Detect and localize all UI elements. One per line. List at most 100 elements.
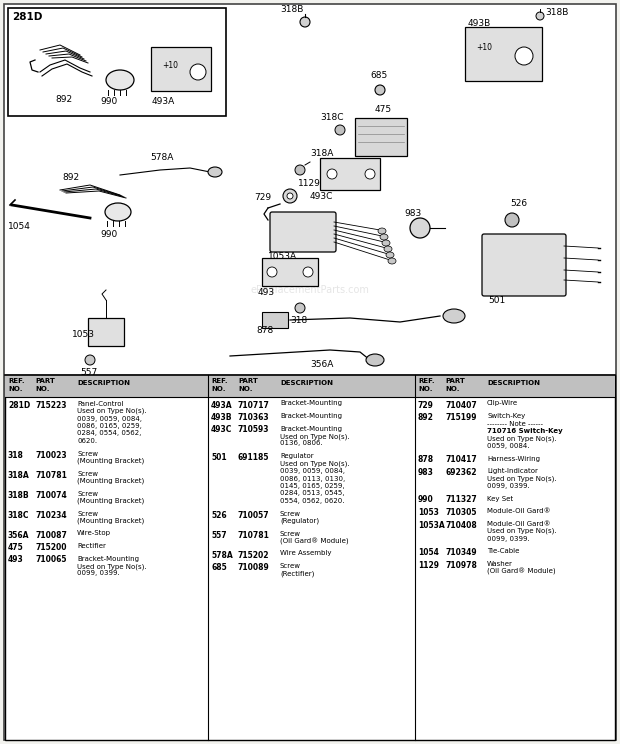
Text: 711327: 711327 — [445, 496, 477, 504]
Text: Used on Type No(s).: Used on Type No(s). — [77, 408, 146, 414]
Text: 557: 557 — [211, 530, 227, 539]
Circle shape — [505, 213, 519, 227]
Text: 710407: 710407 — [445, 400, 477, 409]
Text: 710717: 710717 — [238, 400, 270, 409]
Text: 710065: 710065 — [35, 556, 66, 565]
Ellipse shape — [443, 309, 465, 323]
Text: 356A: 356A — [310, 360, 334, 369]
Ellipse shape — [382, 240, 390, 246]
Ellipse shape — [106, 70, 134, 90]
Text: (Regulator): (Regulator) — [280, 518, 319, 525]
Text: 493: 493 — [8, 556, 24, 565]
Ellipse shape — [105, 203, 131, 221]
Text: (Rectifier): (Rectifier) — [280, 571, 314, 577]
Text: 501: 501 — [488, 296, 505, 305]
Text: 878: 878 — [418, 455, 434, 464]
Text: 983: 983 — [418, 468, 434, 477]
Text: 501: 501 — [211, 453, 227, 462]
Bar — [5, 375, 615, 740]
Text: NO.: NO. — [445, 386, 459, 392]
Text: 493C: 493C — [211, 426, 232, 434]
Text: 281D: 281D — [12, 12, 42, 22]
Text: 475: 475 — [8, 543, 24, 552]
Text: +10: +10 — [162, 60, 178, 69]
Circle shape — [375, 85, 385, 95]
Text: PART: PART — [35, 378, 55, 384]
Text: (Mounting Bracket): (Mounting Bracket) — [77, 498, 144, 504]
Text: Screw: Screw — [77, 470, 98, 476]
Text: (Mounting Bracket): (Mounting Bracket) — [77, 518, 144, 525]
Text: Panel-Control: Panel-Control — [77, 400, 123, 406]
Text: 1053: 1053 — [418, 508, 439, 517]
Text: Clip-Wire: Clip-Wire — [487, 400, 518, 406]
Text: Screw: Screw — [77, 451, 98, 457]
Text: 318A: 318A — [310, 149, 334, 158]
Text: Used on Type No(s).: Used on Type No(s). — [280, 461, 350, 467]
Text: Used on Type No(s).: Used on Type No(s). — [77, 563, 146, 569]
Text: Screw: Screw — [280, 530, 301, 536]
Text: 1054: 1054 — [418, 548, 439, 557]
Text: 710089: 710089 — [238, 563, 270, 572]
Text: 715200: 715200 — [35, 543, 66, 552]
Text: 1053: 1053 — [72, 330, 95, 339]
Text: 729: 729 — [418, 400, 434, 409]
Text: REF.: REF. — [418, 378, 435, 384]
Text: 493A: 493A — [211, 400, 232, 409]
Text: 685: 685 — [211, 563, 227, 572]
Ellipse shape — [366, 354, 384, 366]
Text: 878: 878 — [256, 326, 273, 335]
Text: Wire-Stop: Wire-Stop — [77, 530, 111, 536]
Bar — [320, 158, 380, 190]
Text: 493B: 493B — [211, 413, 232, 422]
FancyBboxPatch shape — [151, 47, 211, 91]
Text: (Oil Gard® Module): (Oil Gard® Module) — [280, 538, 348, 545]
Text: Bracket-Mounting: Bracket-Mounting — [280, 413, 342, 419]
Text: 493C: 493C — [310, 192, 334, 201]
Text: 710417: 710417 — [445, 455, 477, 464]
Circle shape — [300, 17, 310, 27]
Text: 715223: 715223 — [35, 400, 66, 409]
Text: 685: 685 — [370, 71, 388, 80]
Ellipse shape — [388, 258, 396, 264]
Text: 710057: 710057 — [238, 510, 270, 519]
Text: 0099, 0399.: 0099, 0399. — [487, 536, 529, 542]
Text: Bracket-Mounting: Bracket-Mounting — [280, 400, 342, 406]
Text: 710781: 710781 — [35, 470, 67, 479]
Text: 710363: 710363 — [238, 413, 270, 422]
Ellipse shape — [384, 246, 392, 252]
Text: 990: 990 — [100, 97, 117, 106]
Text: 710349: 710349 — [445, 548, 477, 557]
Text: Bracket-Mounting: Bracket-Mounting — [77, 556, 139, 562]
Text: 710074: 710074 — [35, 490, 67, 499]
Text: 0099, 0399.: 0099, 0399. — [487, 483, 529, 489]
Text: -------- Note ------: -------- Note ------ — [487, 420, 543, 426]
Text: 710305: 710305 — [445, 508, 477, 517]
Ellipse shape — [378, 228, 386, 234]
Text: NO.: NO. — [35, 386, 50, 392]
Text: 710408: 710408 — [445, 521, 477, 530]
Text: 0620.: 0620. — [77, 438, 97, 444]
Bar — [5, 375, 615, 397]
Circle shape — [287, 193, 293, 199]
Text: 710978: 710978 — [445, 560, 477, 569]
Text: (Mounting Bracket): (Mounting Bracket) — [77, 458, 144, 464]
Text: 710023: 710023 — [35, 451, 66, 460]
Text: 1053A: 1053A — [418, 521, 445, 530]
Text: 318B: 318B — [545, 8, 569, 17]
Text: Used on Type No(s).: Used on Type No(s). — [280, 433, 350, 440]
Text: Harness-Wiring: Harness-Wiring — [487, 455, 540, 461]
Text: 892: 892 — [55, 95, 72, 104]
Text: 0554, 0562, 0620.: 0554, 0562, 0620. — [280, 498, 345, 504]
Text: 578A: 578A — [211, 551, 232, 559]
Text: 1129: 1129 — [418, 560, 439, 569]
Text: Screw: Screw — [77, 510, 98, 516]
Bar — [8, 8, 226, 116]
Text: 710781: 710781 — [238, 530, 270, 539]
Text: +10: +10 — [476, 43, 492, 53]
Text: 493: 493 — [258, 288, 275, 297]
Text: 318B: 318B — [8, 490, 30, 499]
Text: 710087: 710087 — [35, 530, 67, 539]
Text: 983: 983 — [404, 209, 421, 218]
Text: 281D: 281D — [8, 400, 30, 409]
Ellipse shape — [208, 167, 222, 177]
